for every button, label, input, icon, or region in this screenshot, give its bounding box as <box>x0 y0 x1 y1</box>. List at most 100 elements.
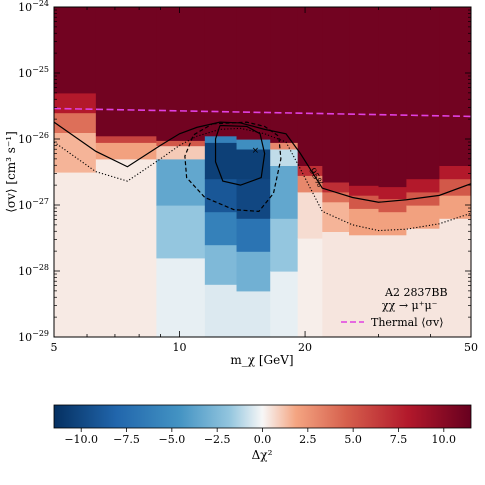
colorbar-ticks: −10.0 −7.5 −5.0 −2.5 0.0 2.5 5.0 7.5 10.0 <box>64 428 456 446</box>
heatmap-cell <box>204 244 238 285</box>
y-tick-label: 10−29 <box>18 329 49 344</box>
heatmap-cell <box>270 165 299 219</box>
heatmap-cell <box>349 7 380 186</box>
colorbar-tick-label: 2.5 <box>299 433 317 446</box>
heatmap-cell <box>156 205 206 259</box>
heatmap-cell <box>236 251 271 292</box>
heatmap-cell <box>54 7 97 94</box>
heatmap-cell <box>236 139 271 150</box>
heatmap-cell <box>54 92 97 114</box>
heatmap-cell <box>406 191 441 206</box>
heatmap-cell <box>270 148 299 166</box>
heatmap-cell <box>270 7 299 143</box>
heatmap-cell <box>439 178 471 196</box>
y-tick-label: 10−27 <box>18 197 49 212</box>
x-tick-label: 5 <box>51 341 58 354</box>
heatmap-cell <box>378 7 408 188</box>
heatmap-cell <box>236 7 271 140</box>
x-axis-ticks: 5 10 20 50 <box>51 7 478 354</box>
heatmap-cell <box>236 178 271 219</box>
legend-object-name: A2 2837BB <box>384 286 448 299</box>
colorbar-tick-label: −7.5 <box>113 433 140 446</box>
limit-95-line <box>54 121 471 203</box>
heatmap-cell <box>236 218 271 252</box>
heatmap-cell <box>439 218 471 337</box>
heatmap-cell <box>322 7 350 183</box>
limit-curves: × <box>54 107 471 232</box>
heatmap-cell <box>349 185 380 196</box>
colorbar-tick-label: −10.0 <box>64 433 98 446</box>
x-tick-label: 20 <box>298 341 312 354</box>
colorbar-tick-label: 5.0 <box>344 433 362 446</box>
heatmap-cells <box>54 7 471 337</box>
heatmap-cell <box>156 140 206 147</box>
heatmap-cell <box>204 211 238 246</box>
heatmap-cell <box>297 165 323 176</box>
heatmap-cell <box>439 195 471 219</box>
thermal-line <box>54 107 471 118</box>
heatmap-cell <box>54 112 97 133</box>
best-fit-marker: × <box>252 146 260 156</box>
colorbar-title: Δχ² <box>252 448 273 462</box>
heatmap-cell <box>156 145 206 160</box>
legend-channel: χχ → μ⁺μ⁻ <box>382 299 438 312</box>
heatmap-cell <box>322 231 350 337</box>
heatmap-cell <box>95 158 157 337</box>
x-tick-label: 50 <box>464 341 478 354</box>
heatmap-cell <box>406 205 441 229</box>
plot-frame <box>53 6 472 338</box>
heatmap-cell <box>204 142 238 180</box>
heatmap-cell <box>54 132 97 173</box>
x-axis-title: m_χ [GeV] <box>230 353 293 367</box>
x-tick-label: 10 <box>173 341 187 354</box>
colorbar-tick-label: −5.0 <box>158 433 185 446</box>
expected-limit-line <box>54 127 471 232</box>
heatmap-cell <box>439 7 471 166</box>
heatmap-cell <box>322 201 350 232</box>
heatmap-cell <box>378 234 408 337</box>
heatmap-cell <box>349 208 380 236</box>
heatmap-cell <box>406 178 441 193</box>
contour-outer <box>184 121 282 213</box>
heatmap-cell <box>378 211 408 236</box>
heatmap-cell <box>297 191 323 239</box>
heatmap-cell <box>156 257 206 337</box>
contour-inner <box>214 124 266 186</box>
y-tick-label: 10−28 <box>18 263 49 278</box>
y-axis-title: ⟨σv⟩ [cm³ s⁻¹] <box>4 131 18 213</box>
heatmap-cell <box>297 7 323 166</box>
heatmap-cell <box>406 228 441 337</box>
heatmap-cell <box>322 181 350 193</box>
y-tick-label: 10−25 <box>18 65 49 80</box>
heatmap-cell <box>204 178 238 213</box>
heatmap-cell <box>297 238 323 337</box>
colorbar <box>53 404 472 429</box>
heatmap-cell <box>378 186 408 199</box>
legend-thermal-label: Thermal ⟨σv⟩ <box>371 316 444 329</box>
heatmap-cell <box>204 284 238 337</box>
heatmap-cell <box>95 135 157 143</box>
heatmap-cell <box>95 142 157 160</box>
y-tick-label: 10−26 <box>18 131 49 146</box>
colorbar-tick-label: 10.0 <box>432 433 457 446</box>
y-tick-label: 10−24 <box>18 0 49 14</box>
heatmap-cell <box>270 271 299 337</box>
heatmap-cell <box>95 7 157 137</box>
heatmap-cell <box>406 7 441 180</box>
heatmap-cell <box>439 165 471 180</box>
heatmap-cell <box>349 234 380 337</box>
colorbar-tick-label: −2.5 <box>204 433 231 446</box>
heatmap-cell <box>270 142 299 150</box>
y-axis-ticks: 10−29 10−28 10−27 10−26 10−25 10−24 <box>18 0 471 344</box>
heatmap-cell <box>156 158 206 206</box>
heatmap-cell <box>322 191 350 203</box>
heatmap-cell <box>204 7 238 137</box>
heatmap-cell <box>204 135 238 143</box>
heatmap-cell <box>236 290 271 337</box>
colorbar-tick-label: 0.0 <box>254 433 272 446</box>
heatmap-cell <box>54 172 97 337</box>
heatmap-cell <box>156 7 206 141</box>
colorbar-tick-label: 7.5 <box>390 433 408 446</box>
heatmap-cell <box>270 218 299 272</box>
